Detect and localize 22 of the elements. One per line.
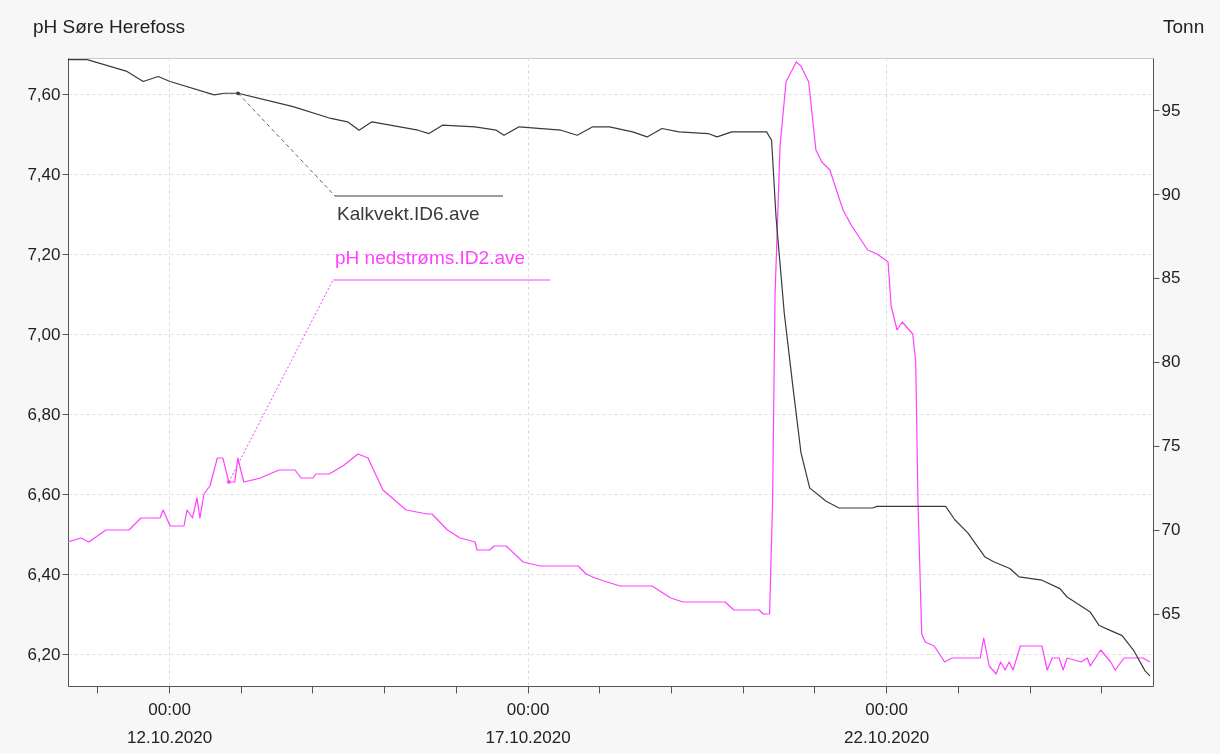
y2-tick-label: 95: [1161, 100, 1181, 120]
y-tick-label: 6,20: [27, 644, 61, 664]
y-tick-label: 7,40: [27, 164, 61, 184]
y2-tick-label: 75: [1161, 436, 1181, 456]
y-tick-label: 6,60: [27, 484, 61, 504]
y2-tick-label: 80: [1161, 352, 1181, 372]
x-tick-label: 00:00 22.10.2020: [844, 699, 930, 747]
y2-tick-label: 90: [1161, 184, 1181, 204]
y2-tick-label: 70: [1161, 520, 1181, 540]
y-tick-label: 7,60: [27, 84, 61, 104]
text: pH nedstrøms.ID2.ave: [335, 247, 526, 268]
x-tick-label: 00:00 17.10.2020: [485, 699, 571, 747]
y-tick-label: 7,20: [27, 244, 61, 264]
y2-axis-title: Tonn: [1163, 16, 1205, 37]
y-axis-title: pH Søre Herefoss: [33, 16, 186, 37]
y-tick-label: 7,00: [27, 324, 61, 344]
y2-tick-label: 65: [1161, 604, 1181, 624]
y2-tick-label: 85: [1161, 268, 1181, 288]
text: Kalkvekt.ID6.ave: [337, 203, 480, 224]
y-tick-label: 6,80: [27, 404, 61, 424]
y-tick-label: 6,40: [27, 564, 61, 584]
x-tick-label: 00:00 12.10.2020: [127, 699, 213, 747]
